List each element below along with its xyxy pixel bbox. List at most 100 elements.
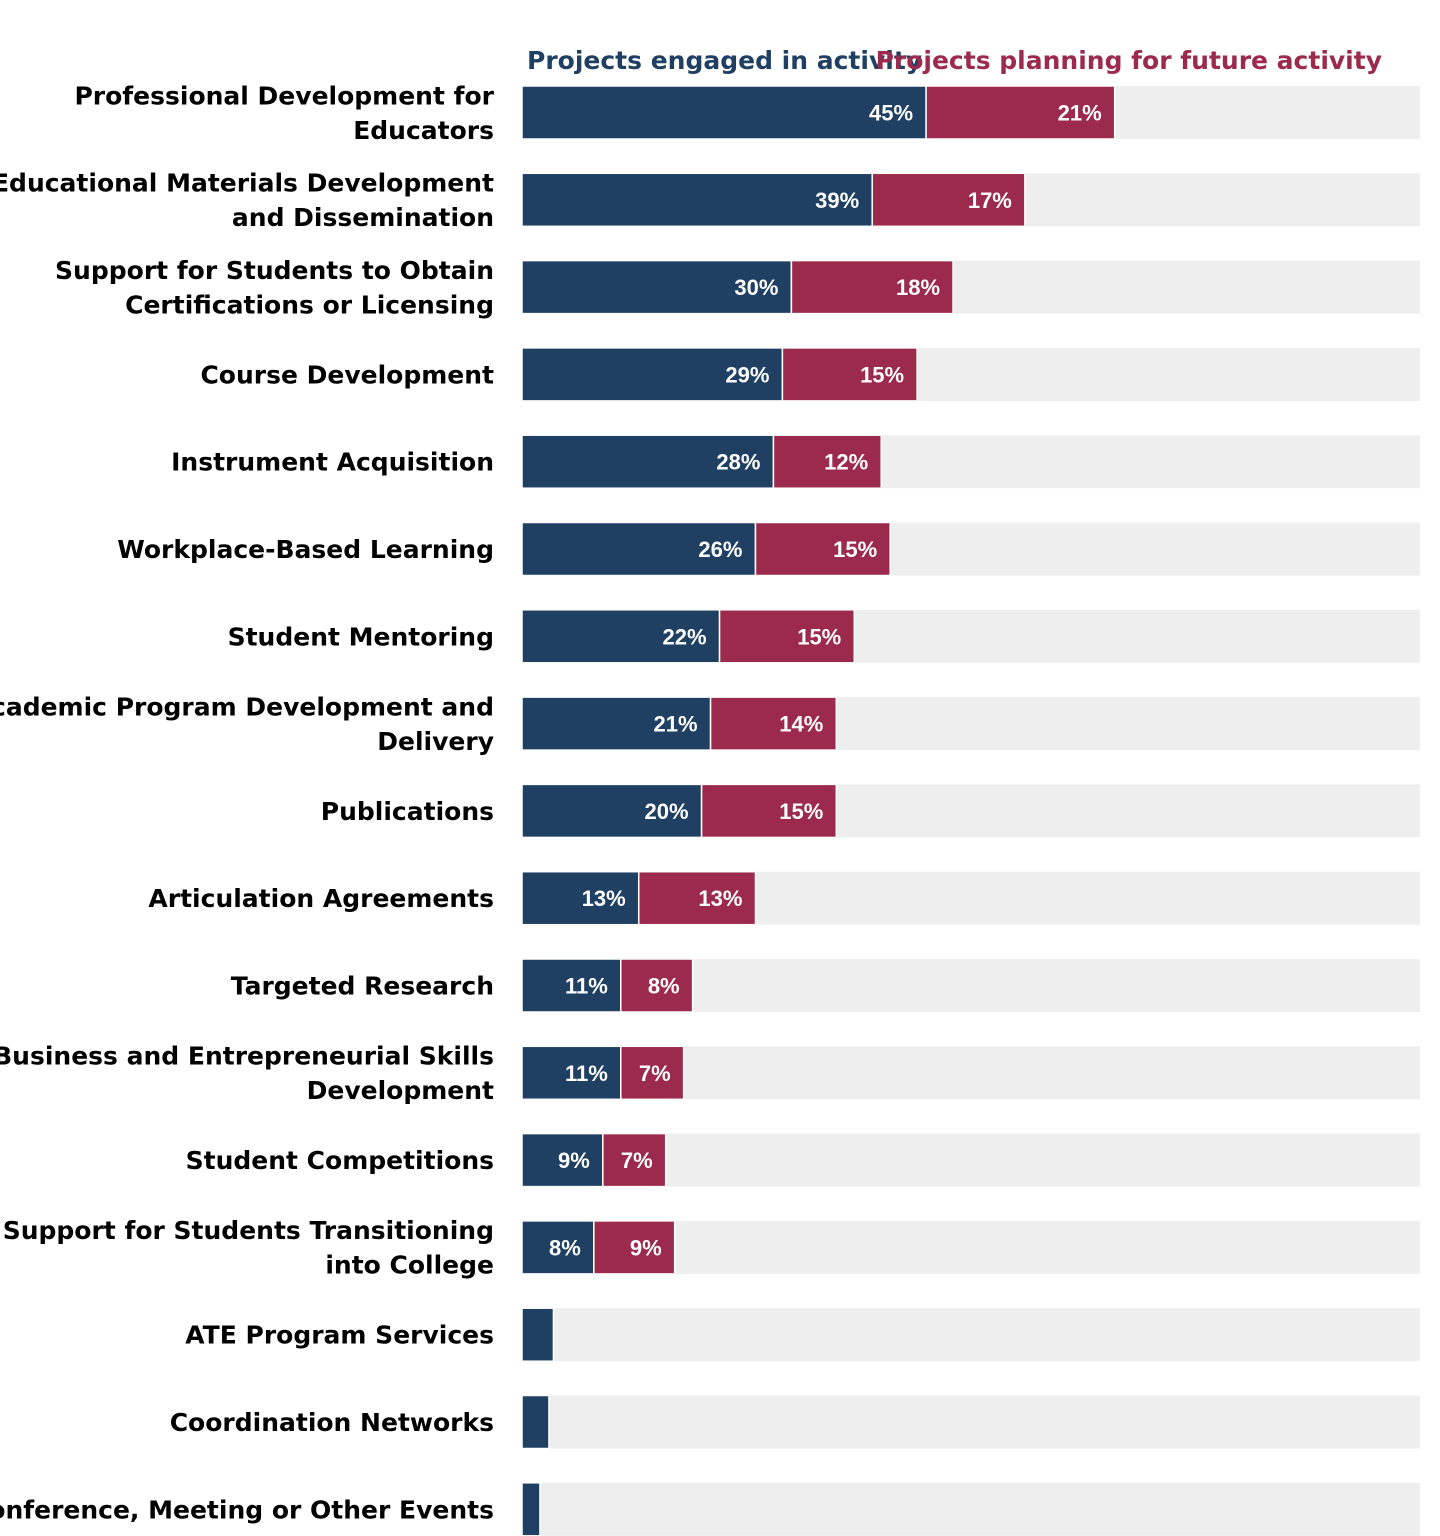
category-label: Business and Entrepreneurial Skills — [0, 1042, 494, 1071]
bar-track — [522, 1133, 1420, 1187]
value-label-planning: 9% — [630, 1235, 662, 1260]
category-label: Professional Development for — [74, 81, 494, 110]
category-label: Articulation Agreements — [148, 884, 494, 913]
bar-engaged — [521, 958, 622, 1013]
value-label-engaged: 20% — [645, 799, 689, 824]
bar-row: Articulation Agreements 13% 13% — [148, 870, 1420, 926]
bar-planning — [620, 1045, 685, 1101]
category-label: Course Development — [200, 360, 494, 389]
value-label-planning: 17% — [968, 188, 1012, 213]
bar-row: Publications 20% 15% — [321, 783, 1420, 839]
value-label-planning: 15% — [860, 362, 904, 387]
bar-engaged — [521, 1307, 555, 1362]
value-label-engaged: 45% — [869, 101, 913, 126]
value-label-engaged: 29% — [725, 362, 769, 387]
legend-planning: Projects planning for future activity — [876, 46, 1382, 75]
value-label-engaged: 11% — [565, 1061, 608, 1086]
value-label-engaged: 28% — [716, 450, 760, 475]
bar-engaged — [521, 696, 712, 751]
category-label: Instrument Acquisition — [171, 448, 494, 477]
bar-row: Coordination Networks — [170, 1394, 1420, 1450]
value-label-planning: 21% — [1058, 101, 1102, 126]
bar-planning — [637, 870, 757, 926]
bar-track — [522, 1395, 1420, 1449]
bar-planning — [925, 85, 1116, 140]
bar-planning — [790, 259, 954, 315]
bar-planning — [871, 172, 1026, 228]
category-label: Development — [307, 1076, 494, 1105]
legend: Projects engaged in activity Projects pl… — [527, 46, 1382, 75]
value-label-planning: 15% — [833, 537, 877, 562]
bar-track — [522, 1482, 1420, 1536]
value-label-engaged: 39% — [815, 188, 859, 213]
category-label: Educators — [353, 116, 494, 145]
category-label: into College — [325, 1251, 494, 1280]
category-label: and Dissemination — [232, 203, 494, 232]
value-label-engaged: 8% — [549, 1235, 581, 1260]
category-label: Certifications or Licensing — [125, 290, 494, 319]
bar-row: Workplace-Based Learning 26% 15% — [117, 521, 1420, 577]
bar-engaged — [521, 85, 927, 140]
bar-row: Student Mentoring 22% 15% — [228, 609, 1420, 664]
bar-row: Targeted Research 11% 8% — [231, 958, 1420, 1013]
value-label-engaged: 22% — [663, 624, 707, 649]
value-label-planning: 13% — [698, 886, 742, 911]
bar-row: ATE Program Services — [185, 1307, 1420, 1362]
category-label: Support for Students Transitioning — [3, 1216, 494, 1245]
bar-planning — [781, 347, 918, 402]
category-label: Student Mentoring — [228, 622, 494, 651]
bar-row: Educational Materials Development and Dis… — [0, 169, 1420, 232]
bar-planning — [593, 1220, 676, 1275]
bar-row: Support for Students to Obtain Certificat… — [55, 256, 1420, 319]
value-label-planning: 12% — [824, 450, 868, 475]
legend-engaged: Projects engaged in activity — [527, 46, 922, 75]
bar-planning — [602, 1132, 667, 1188]
category-label: ATE Program Services — [185, 1321, 494, 1350]
value-label-planning: 15% — [797, 624, 841, 649]
category-label: Conference, Meeting or Other Events — [0, 1495, 494, 1524]
bar-row: Instrument Acquisition 28% 12% — [171, 434, 1420, 489]
bar-engaged — [521, 259, 793, 315]
bar-planning — [620, 958, 694, 1013]
category-label: Student Competitions — [186, 1146, 494, 1175]
bar-rows: Professional Development for Educators 45%… — [0, 81, 1420, 1536]
value-label-planning: 18% — [896, 275, 940, 300]
bar-row: Support for Students Transitioning into C… — [3, 1216, 1420, 1280]
bar-engaged — [521, 434, 775, 489]
bar-planning — [718, 609, 856, 664]
category-label: Targeted Research — [231, 972, 494, 1001]
bar-engaged — [521, 609, 721, 664]
bar-planning — [700, 783, 838, 839]
value-label-engaged: 26% — [698, 537, 742, 562]
value-label-planning: 15% — [779, 799, 823, 824]
bar-row: Course Development 29% 15% — [200, 347, 1420, 402]
bar-planning — [754, 521, 891, 577]
category-label: Academic Program Development and — [0, 692, 494, 721]
bar-engaged — [521, 1394, 550, 1450]
value-label-engaged: 9% — [558, 1148, 590, 1173]
bar-engaged — [521, 521, 757, 577]
value-label-planning: 14% — [779, 712, 823, 737]
category-label: Delivery — [377, 727, 494, 756]
category-label: Publications — [321, 797, 494, 826]
value-label-engaged: 30% — [734, 275, 778, 300]
bar-row: Conference, Meeting or Other Events — [0, 1482, 1420, 1536]
bar-row: Business and Entrepreneurial Skills Devel… — [0, 1042, 1420, 1105]
bar-planning — [772, 434, 882, 489]
bar-engaged — [521, 347, 784, 402]
bar-engaged — [521, 870, 640, 926]
bar-row: Academic Program Development and Delivery… — [0, 692, 1420, 756]
value-label-planning: 8% — [648, 974, 680, 999]
bar-row: Student Competitions 9% 7% — [186, 1132, 1420, 1188]
bar-engaged — [521, 1045, 622, 1101]
category-label: Educational Materials Development — [0, 169, 494, 198]
value-label-engaged: 11% — [565, 974, 608, 999]
value-label-planning: 7% — [621, 1148, 653, 1173]
category-label: Coordination Networks — [170, 1408, 494, 1437]
value-label-planning: 7% — [639, 1061, 671, 1086]
bar-planning — [709, 696, 838, 751]
bar-engaged — [521, 1220, 595, 1275]
bar-row: Professional Development for Educators 45%… — [74, 81, 1420, 145]
bar-engaged — [521, 1482, 541, 1536]
